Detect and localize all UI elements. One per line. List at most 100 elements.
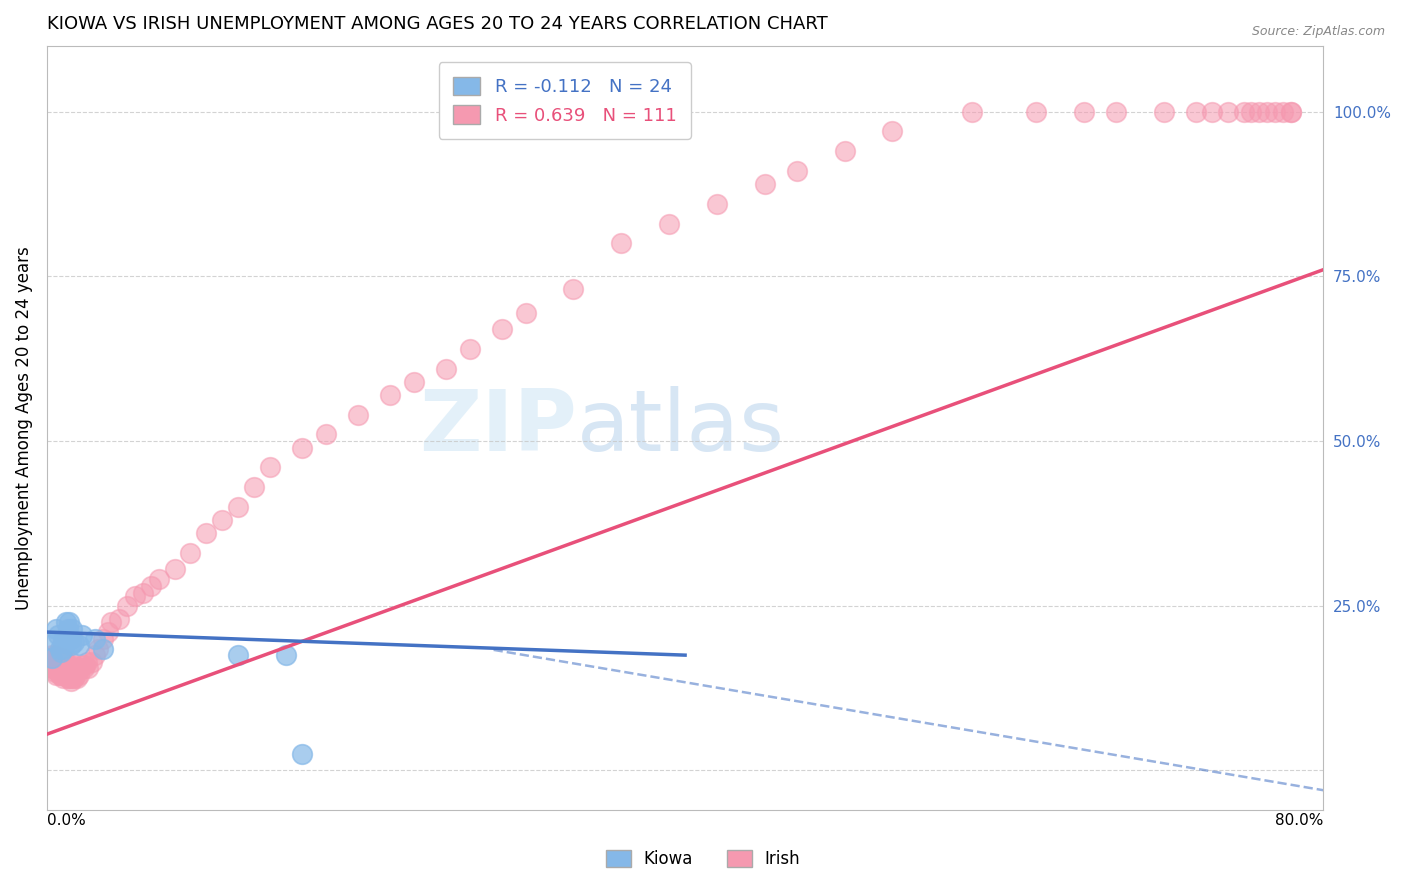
- Point: [46, 628, 69, 642]
- Point: [53, 632, 76, 646]
- Point: [59, 638, 82, 652]
- Point: [315, 427, 337, 442]
- Point: [45, 651, 67, 665]
- Point: [754, 177, 776, 191]
- Point: [59, 674, 82, 689]
- Point: [45, 668, 67, 682]
- Point: [163, 562, 186, 576]
- Point: [75, 658, 97, 673]
- Point: [45, 622, 67, 636]
- Point: [1025, 104, 1047, 119]
- Point: [243, 480, 266, 494]
- Point: [53, 655, 76, 669]
- Point: [58, 671, 80, 685]
- Point: [52, 641, 75, 656]
- Point: [1249, 104, 1271, 119]
- Point: [56, 671, 79, 685]
- Point: [51, 668, 73, 682]
- Point: [1279, 104, 1302, 119]
- Point: [69, 661, 91, 675]
- Point: [115, 599, 138, 613]
- Point: [1201, 104, 1223, 119]
- Point: [48, 655, 70, 669]
- Point: [291, 747, 314, 761]
- Point: [228, 648, 250, 662]
- Point: [59, 632, 82, 646]
- Point: [42, 655, 65, 669]
- Point: [56, 665, 79, 679]
- Point: [51, 661, 73, 675]
- Point: [58, 661, 80, 675]
- Point: [67, 661, 90, 675]
- Point: [48, 661, 70, 675]
- Point: [107, 612, 129, 626]
- Point: [179, 546, 201, 560]
- Point: [48, 641, 70, 656]
- Point: [52, 651, 75, 665]
- Point: [52, 635, 75, 649]
- Point: [44, 635, 66, 649]
- Text: Source: ZipAtlas.com: Source: ZipAtlas.com: [1251, 25, 1385, 38]
- Point: [458, 342, 481, 356]
- Point: [62, 665, 84, 679]
- Point: [83, 632, 105, 646]
- Point: [434, 361, 457, 376]
- Point: [96, 625, 118, 640]
- Point: [276, 648, 298, 662]
- Point: [66, 671, 89, 685]
- Point: [44, 648, 66, 662]
- Point: [62, 622, 84, 636]
- Point: [52, 671, 75, 685]
- Point: [1216, 104, 1239, 119]
- Point: [1073, 104, 1095, 119]
- Point: [55, 668, 77, 682]
- Point: [962, 104, 984, 119]
- Point: [1232, 104, 1254, 119]
- Point: [91, 641, 114, 656]
- Point: [53, 668, 76, 682]
- Point: [706, 196, 728, 211]
- Point: [55, 661, 77, 675]
- Point: [44, 665, 66, 679]
- Point: [1272, 104, 1295, 119]
- Point: [491, 322, 513, 336]
- Point: [62, 658, 84, 673]
- Point: [58, 615, 80, 630]
- Point: [786, 164, 808, 178]
- Point: [87, 641, 110, 656]
- Legend: Kiowa, Irish: Kiowa, Irish: [599, 843, 807, 875]
- Point: [62, 671, 84, 685]
- Point: [42, 661, 65, 675]
- Point: [46, 651, 69, 665]
- Point: [83, 648, 105, 662]
- Point: [1240, 104, 1263, 119]
- Point: [55, 655, 77, 669]
- Point: [195, 526, 218, 541]
- Point: [76, 655, 98, 669]
- Point: [1184, 104, 1206, 119]
- Point: [56, 658, 79, 673]
- Point: [1279, 104, 1302, 119]
- Point: [63, 635, 86, 649]
- Point: [148, 573, 170, 587]
- Point: [291, 441, 314, 455]
- Point: [52, 658, 75, 673]
- Point: [402, 375, 425, 389]
- Text: atlas: atlas: [576, 386, 785, 469]
- Text: 80.0%: 80.0%: [1275, 814, 1323, 829]
- Point: [41, 651, 63, 665]
- Point: [44, 651, 66, 665]
- Point: [91, 632, 114, 646]
- Text: KIOWA VS IRISH UNEMPLOYMENT AMONG AGES 20 TO 24 YEARS CORRELATION CHART: KIOWA VS IRISH UNEMPLOYMENT AMONG AGES 2…: [46, 15, 828, 33]
- Point: [53, 661, 76, 675]
- Point: [515, 305, 537, 319]
- Point: [41, 655, 63, 669]
- Point: [1153, 104, 1175, 119]
- Point: [378, 388, 401, 402]
- Point: [41, 648, 63, 662]
- Point: [347, 408, 370, 422]
- Point: [70, 628, 93, 642]
- Point: [70, 658, 93, 673]
- Legend: R = -0.112   N = 24, R = 0.639   N = 111: R = -0.112 N = 24, R = 0.639 N = 111: [439, 62, 690, 139]
- Point: [211, 513, 233, 527]
